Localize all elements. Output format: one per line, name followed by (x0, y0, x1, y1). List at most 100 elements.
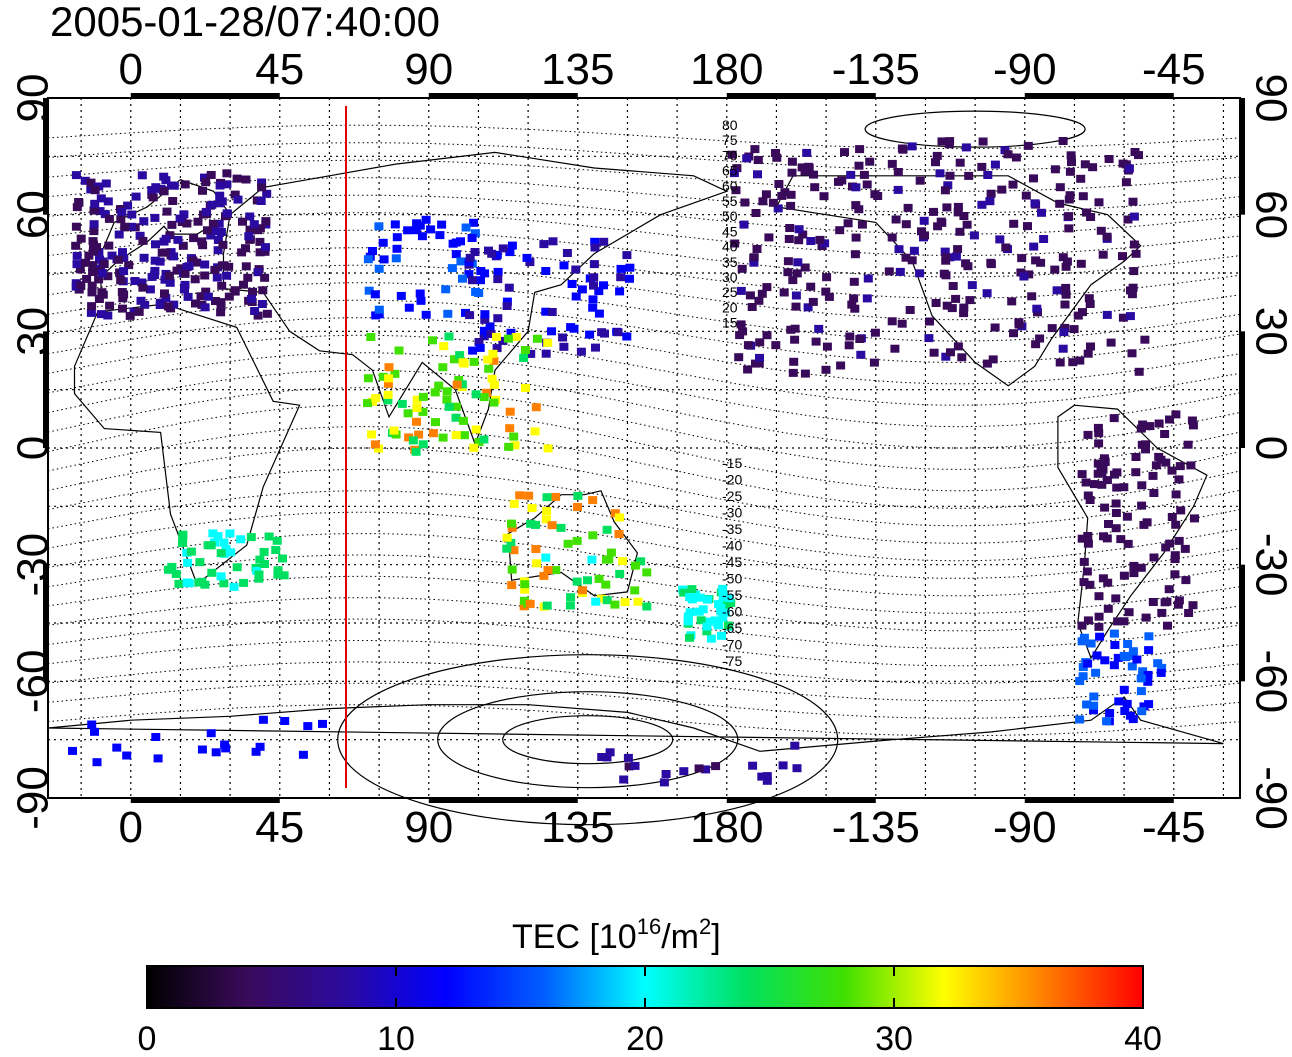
tec-cell (262, 189, 272, 198)
tec-cell (196, 292, 206, 301)
tec-cell (137, 278, 147, 287)
tec-cell (572, 577, 582, 586)
tec-cell (505, 248, 515, 257)
tec-cell (569, 324, 579, 333)
tec-cell (411, 226, 421, 235)
tec-cell (694, 764, 704, 773)
colorbar: TEC [1016/m2] 0 10 20 30 40 (138, 914, 1162, 1057)
tec-cell (1060, 323, 1070, 332)
tec-cell (683, 612, 693, 621)
tec-cell (482, 388, 492, 397)
tec-cell (821, 365, 831, 374)
tec-cell (978, 137, 988, 146)
tec-cell (754, 359, 764, 368)
tec-cell (915, 176, 925, 185)
tec-cell (959, 303, 969, 312)
tec-cell (1124, 608, 1134, 617)
tec-cell (378, 372, 388, 381)
tec-cell (251, 747, 261, 756)
tec-cell (1119, 571, 1129, 580)
tec-cell (1055, 358, 1065, 367)
frame-tick-bar-top (130, 93, 280, 98)
tec-cell (130, 277, 140, 285)
tec-cell (620, 598, 630, 607)
tec-cell (1112, 483, 1122, 492)
tec-cell (541, 349, 551, 358)
tec-cell (444, 332, 454, 341)
tec-cell (810, 183, 820, 192)
tec-cell (1106, 338, 1116, 347)
top-longitude-tick: -45 (1142, 45, 1206, 94)
tec-cell (87, 302, 97, 311)
tec-cell (480, 310, 490, 319)
tec-cell (363, 374, 373, 383)
tec-cell (901, 220, 911, 229)
tec-cell (780, 188, 790, 197)
tec-cell (1136, 563, 1146, 572)
tec-cell (907, 256, 917, 265)
tec-cell (935, 169, 945, 178)
tec-cell (1059, 328, 1069, 337)
map-title: 2005-01-28/07:40:00 (50, 0, 440, 45)
tec-cell (711, 762, 721, 771)
tec-cell (68, 746, 77, 755)
tec-cell (178, 241, 188, 250)
tec-cell (849, 277, 859, 286)
bottom-longitude-tick: -90 (993, 803, 1057, 852)
tec-cell (367, 430, 376, 439)
tec-cell (261, 243, 270, 252)
contour-label: -45 (722, 554, 742, 570)
contour-label: -55 (722, 587, 742, 603)
tec-cell (849, 294, 859, 303)
tec-cell (1061, 262, 1071, 271)
tec-cell (1149, 489, 1159, 497)
tec-cell (476, 276, 485, 285)
tec-cell (1129, 561, 1139, 570)
tec-cell (135, 231, 145, 240)
tec-cell (502, 544, 512, 553)
tec-cell (1131, 249, 1141, 258)
tec-cell (451, 250, 461, 259)
tec-cell (1003, 150, 1013, 159)
tec-cell (585, 330, 595, 339)
tec-cell (178, 539, 187, 547)
tec-cell (159, 187, 169, 196)
tec-cell (955, 158, 965, 167)
tec-cell (614, 530, 624, 538)
tec-cell (730, 239, 740, 248)
tec-cell (206, 729, 216, 738)
tec-cell (88, 247, 98, 256)
tec-cell (959, 212, 969, 220)
bottom-longitude-tick: -135 (832, 803, 920, 852)
tec-cell (1136, 424, 1146, 433)
tec-cell (253, 226, 263, 235)
tec-cell (933, 222, 943, 231)
tec-cell (1144, 632, 1154, 641)
tec-cell (964, 171, 974, 180)
tec-cell (190, 275, 200, 284)
tec-cell (451, 402, 461, 411)
tec-cell (88, 268, 98, 276)
tec-cell (811, 337, 821, 346)
tec-cell (1050, 165, 1060, 174)
tec-cell (464, 257, 474, 266)
tec-cell (273, 570, 283, 579)
tec-cell (498, 244, 508, 253)
tec-cell (257, 183, 267, 192)
tec-cell (370, 290, 380, 299)
tec-cell (182, 219, 192, 228)
tec-cell (929, 207, 938, 216)
tec-cell (1170, 570, 1180, 579)
tec-cell (421, 215, 431, 224)
tec-cell (103, 272, 113, 281)
tec-cell (1097, 480, 1107, 489)
magnetic-latitude-contour (47, 142, 1241, 171)
tec-cell (392, 233, 402, 242)
tec-cell (1055, 183, 1065, 192)
tec-cell (589, 281, 598, 290)
tec-cell (278, 554, 287, 563)
tec-cell (1058, 137, 1068, 145)
tec-cell (1079, 578, 1089, 587)
tec-cell (525, 258, 535, 267)
tec-cell (749, 258, 759, 267)
